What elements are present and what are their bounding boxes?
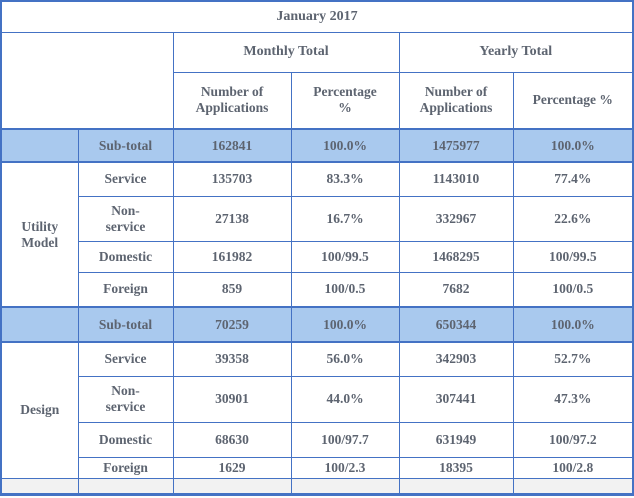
cell-yearly-pct: 100/2.8 xyxy=(512,456,634,479)
table-row-design-domestic: Domestic 68630 100/97.7 631949 100/97.2 xyxy=(1,421,634,458)
cell-monthly-pct: 16.7% xyxy=(290,195,400,242)
row-label: Non- service xyxy=(77,195,174,242)
cell-monthly-apps: 1629 xyxy=(172,456,292,479)
cell-monthly-pct: 100/97.7 xyxy=(290,421,400,458)
row-group-design: Design xyxy=(0,341,79,479)
cell-monthly-apps: 70259 xyxy=(172,306,292,343)
table-row-utility-domestic: Domestic 161982 100/99.5 1468295 100/99.… xyxy=(1,240,634,273)
cell-yearly-apps: 631949 xyxy=(398,421,514,458)
row-label: Domestic xyxy=(77,421,174,458)
cell-yearly-pct: 100.0% xyxy=(512,128,634,163)
cell-yearly-apps: 1475977 xyxy=(398,128,514,163)
table-row-utility-nonservice: Non- service 27138 16.7% 332967 22.6% xyxy=(1,195,634,242)
column-header-monthly-applications: Number of Applications xyxy=(172,71,292,130)
filler-cell xyxy=(290,477,400,495)
table-row-utility-foreign: Foreign 859 100/0.5 7682 100/0.5 xyxy=(1,271,634,308)
row-label: Foreign xyxy=(77,271,174,308)
header-corner-cell xyxy=(0,31,174,130)
column-header-monthly-percentage: Percentage % xyxy=(290,71,400,130)
cell-monthly-pct: 100/99.5 xyxy=(290,240,400,273)
cell-yearly-apps: 332967 xyxy=(398,195,514,242)
cell-yearly-pct: 22.6% xyxy=(512,195,634,242)
row-group-utility-model: Utility Model xyxy=(0,161,79,308)
column-group-monthly-total: Monthly Total xyxy=(172,31,400,73)
cell-yearly-pct: 77.4% xyxy=(512,161,634,197)
cell-monthly-apps: 68630 xyxy=(172,421,292,458)
table-row-utility-subtotal: Sub-total 162841 100.0% 1475977 100.0% xyxy=(0,128,634,163)
cell-yearly-pct: 100.0% xyxy=(512,306,634,343)
cell-yearly-pct: 100/99.5 xyxy=(512,240,634,273)
row-label: Service xyxy=(77,161,174,197)
cell-monthly-pct: 100.0% xyxy=(290,306,400,343)
row-label: Sub-total xyxy=(77,306,174,343)
cell-yearly-apps: 18395 xyxy=(398,456,514,479)
table-row-utility-service: Utility Model Service 135703 83.3% 11430… xyxy=(0,161,634,308)
table-row-design-subtotal: Sub-total 70259 100.0% 650344 100.0% xyxy=(0,306,634,343)
category-cell-empty xyxy=(0,128,79,163)
cell-yearly-pct: 100/0.5 xyxy=(512,271,634,308)
cell-yearly-apps: 1143010 xyxy=(398,161,514,197)
cell-monthly-apps: 135703 xyxy=(172,161,292,197)
cell-yearly-apps: 1468295 xyxy=(398,240,514,273)
filler-cell xyxy=(512,477,634,495)
category-cell-empty xyxy=(0,306,79,343)
filler-cell xyxy=(398,477,514,495)
table-row-design-foreign: Foreign 1629 100/2.3 18395 100/2.8 xyxy=(1,456,634,479)
column-group-yearly-total: Yearly Total xyxy=(398,31,634,73)
cell-monthly-pct: 100/2.3 xyxy=(290,456,400,479)
cell-yearly-apps: 650344 xyxy=(398,306,514,343)
table-title-row: January 2017 xyxy=(0,0,634,33)
cell-yearly-pct: 100/97.2 xyxy=(512,421,634,458)
cell-monthly-apps: 162841 xyxy=(172,128,292,163)
filler-cell xyxy=(172,477,292,495)
cell-monthly-apps: 39358 xyxy=(172,341,292,377)
row-label: Non- service xyxy=(77,375,174,423)
cell-monthly-apps: 859 xyxy=(172,271,292,308)
row-label: Sub-total xyxy=(77,128,174,163)
cell-yearly-apps: 342903 xyxy=(398,341,514,377)
filler-cell xyxy=(0,477,79,495)
cell-monthly-pct: 100.0% xyxy=(290,128,400,163)
column-header-yearly-applications: Number of Applications xyxy=(398,71,514,130)
cell-yearly-apps: 7682 xyxy=(398,271,514,308)
cell-yearly-pct: 52.7% xyxy=(512,341,634,377)
cell-yearly-apps: 307441 xyxy=(398,375,514,423)
row-label: Foreign xyxy=(77,456,174,479)
column-group-header-row: Monthly Total Yearly Total xyxy=(0,31,634,130)
cell-monthly-pct: 44.0% xyxy=(290,375,400,423)
cell-monthly-apps: 27138 xyxy=(172,195,292,242)
cell-monthly-apps: 30901 xyxy=(172,375,292,423)
cell-monthly-pct: 83.3% xyxy=(290,161,400,197)
cell-yearly-pct: 47.3% xyxy=(512,375,634,423)
row-label: Service xyxy=(77,341,174,377)
column-header-yearly-percentage: Percentage % xyxy=(512,71,634,130)
table-title: January 2017 xyxy=(0,0,634,33)
cell-monthly-pct: 100/0.5 xyxy=(290,271,400,308)
table-row-design-service: Design Service 39358 56.0% 342903 52.7% xyxy=(0,341,634,479)
cell-monthly-pct: 56.0% xyxy=(290,341,400,377)
table-row-design-nonservice: Non- service 30901 44.0% 307441 47.3% xyxy=(1,375,634,423)
column-header-row: Number of Applications Percentage % Numb… xyxy=(1,71,634,130)
filler-cell xyxy=(77,477,174,495)
table-row-filler xyxy=(0,477,634,495)
cell-monthly-apps: 161982 xyxy=(172,240,292,273)
row-label: Domestic xyxy=(77,240,174,273)
